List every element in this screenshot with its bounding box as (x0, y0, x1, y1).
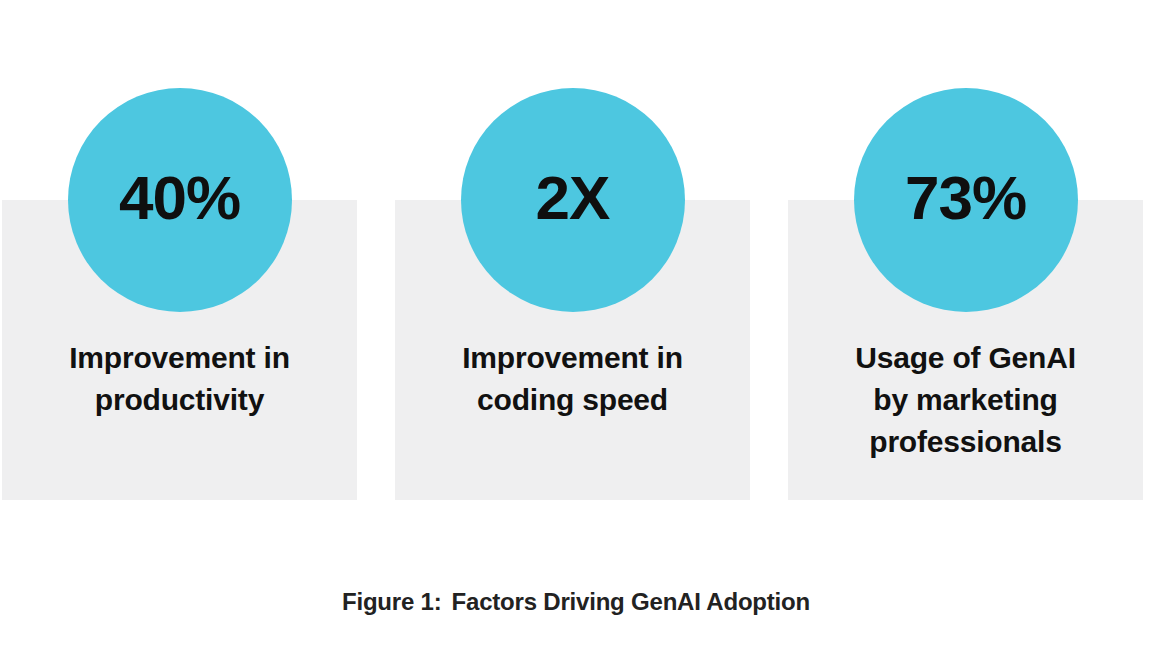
stats-cards-row: 40% Improvement in productivity 2X Impro… (2, 88, 1143, 500)
stat-label: Usage of GenAI by marketing professional… (788, 337, 1143, 463)
stat-value: 73% (905, 167, 1026, 233)
stat-circle: 40% (68, 88, 292, 312)
figure-caption-title: Factors Driving GenAI Adoption (452, 588, 810, 615)
stat-value: 40% (119, 167, 240, 233)
stat-card-marketing-usage: 73% Usage of GenAI by marketing professi… (788, 88, 1143, 500)
figure-caption-label: Figure 1: (342, 588, 442, 615)
stat-label: Improvement in coding speed (395, 337, 750, 421)
stat-card-coding-speed: 2X Improvement in coding speed (395, 88, 750, 500)
stat-circle: 2X (461, 88, 685, 312)
stat-card-productivity: 40% Improvement in productivity (2, 88, 357, 500)
stat-value: 2X (536, 167, 610, 233)
stat-circle: 73% (854, 88, 1078, 312)
stat-label: Improvement in productivity (2, 337, 357, 421)
figure-caption: Figure 1: Factors Driving GenAI Adoption (0, 588, 1152, 616)
infographic-figure: 40% Improvement in productivity 2X Impro… (0, 0, 1152, 648)
